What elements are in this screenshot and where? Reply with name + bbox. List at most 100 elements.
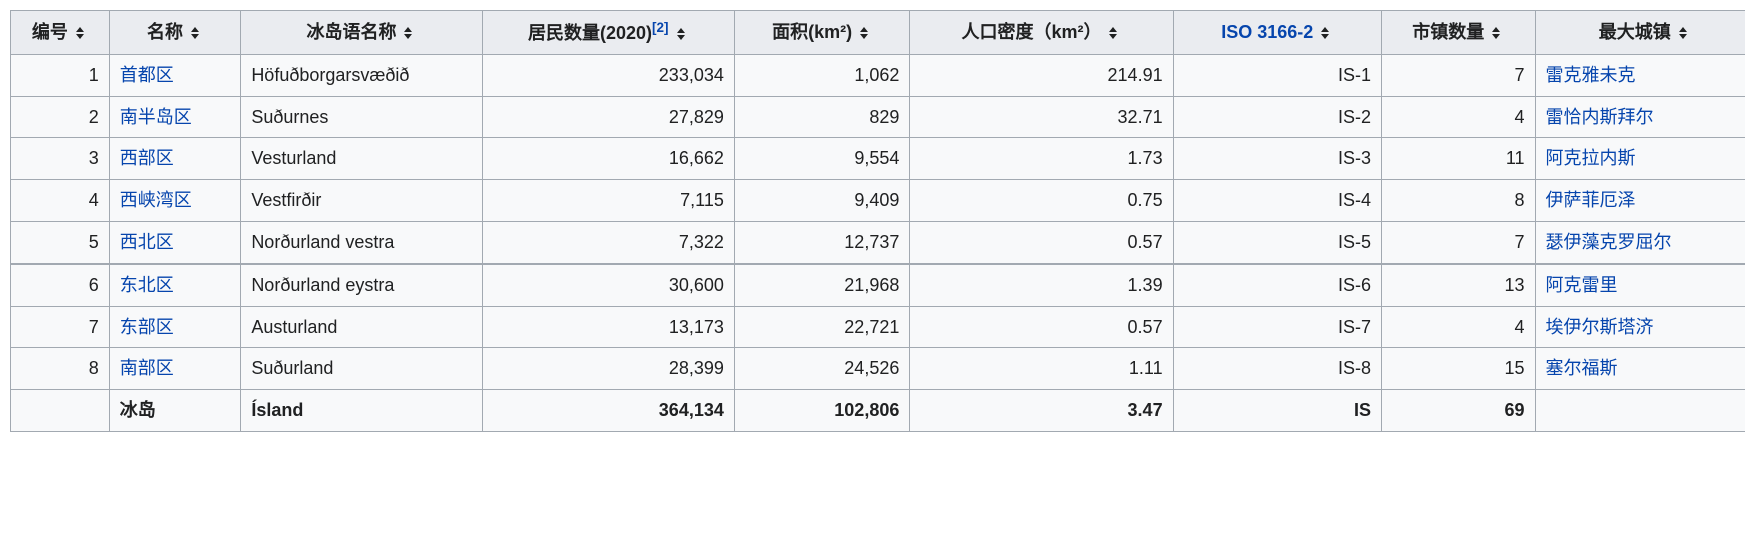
cell-pop: 364,134 (482, 390, 734, 432)
cell-city: 伊萨菲厄泽 (1535, 180, 1745, 222)
cell-density: 3.47 (910, 390, 1173, 432)
cell-muni: 4 (1381, 96, 1535, 138)
cell-area: 829 (734, 96, 909, 138)
sort-icon (675, 26, 689, 42)
cell-city: 塞尔福斯 (1535, 348, 1745, 390)
region-link[interactable]: 南部区 (120, 358, 174, 378)
cell-name: 首都区 (109, 54, 241, 96)
cell-density: 1.11 (910, 348, 1173, 390)
cell-index: 1 (11, 54, 110, 96)
city-link[interactable]: 瑟伊藻克罗屈尔 (1546, 232, 1672, 252)
cell-muni: 69 (1381, 390, 1535, 432)
col-header-label: 面积(km²) (772, 22, 852, 42)
col-header-label: 冰岛语名称 (306, 22, 396, 42)
cell-is-name: Ísland (241, 390, 482, 432)
region-link[interactable]: 西峡湾区 (120, 190, 192, 210)
cell-name: 西峡湾区 (109, 180, 241, 222)
cell-iso: IS-2 (1173, 96, 1381, 138)
cell-is-name: Norðurland eystra (241, 264, 482, 306)
sort-icon (1319, 25, 1333, 41)
cell-name: 东部区 (109, 306, 241, 348)
cell-pop: 7,115 (482, 180, 734, 222)
table-row: 1首都区Höfuðborgarsvæðið233,0341,062214.91I… (11, 54, 1745, 96)
cell-city: 阿克拉内斯 (1535, 138, 1745, 180)
city-link[interactable]: 雷克雅未克 (1546, 65, 1636, 85)
col-header-1[interactable]: 名称 (109, 11, 241, 55)
cell-is-name: Vestfirðir (241, 180, 482, 222)
iso-3166-2-link[interactable]: ISO 3166-2 (1221, 22, 1313, 42)
cell-pop: 7,322 (482, 221, 734, 263)
cell-index: 4 (11, 180, 110, 222)
cell-density: 1.39 (910, 264, 1173, 306)
city-link[interactable]: 伊萨菲厄泽 (1546, 190, 1636, 210)
cell-area: 9,409 (734, 180, 909, 222)
city-link[interactable]: 阿克雷里 (1546, 275, 1618, 295)
table-row: 8南部区Suðurland28,39924,5261.11IS-815塞尔福斯 (11, 348, 1745, 390)
region-link[interactable]: 南半岛区 (120, 107, 192, 127)
cell-city: 阿克雷里 (1535, 264, 1745, 306)
header-row: 编号 名称 冰岛语名称 居民数量(2020)[2] 面积(km²) 人口密度（km²） IS… (11, 11, 1745, 55)
cell-pop: 233,034 (482, 54, 734, 96)
cell-density: 32.71 (910, 96, 1173, 138)
sort-icon (858, 25, 872, 41)
city-link[interactable]: 阿克拉内斯 (1546, 148, 1636, 168)
region-link[interactable]: 东部区 (120, 317, 174, 337)
cell-muni: 15 (1381, 348, 1535, 390)
sort-icon (1677, 25, 1691, 41)
col-header-4[interactable]: 面积(km²) (734, 11, 909, 55)
cell-city: 埃伊尔斯塔济 (1535, 306, 1745, 348)
table-row: 5西北区Norðurland vestra7,32212,7370.57IS-5… (11, 221, 1745, 263)
col-header-2[interactable]: 冰岛语名称 (241, 11, 482, 55)
region-link[interactable]: 东北区 (120, 275, 174, 295)
city-link[interactable]: 雷恰内斯拜尔 (1546, 107, 1654, 127)
cell-name: 西部区 (109, 138, 241, 180)
cell-iso: IS-1 (1173, 54, 1381, 96)
cell-pop: 16,662 (482, 138, 734, 180)
col-header-5[interactable]: 人口密度（km²） (910, 11, 1173, 55)
cell-index: 3 (11, 138, 110, 180)
cell-pop: 30,600 (482, 264, 734, 306)
cell-name: 南半岛区 (109, 96, 241, 138)
cell-iso: IS-8 (1173, 348, 1381, 390)
table-row: 7东部区Austurland13,17322,7210.57IS-74埃伊尔斯塔… (11, 306, 1745, 348)
cell-muni: 7 (1381, 221, 1535, 263)
cell-density: 0.57 (910, 306, 1173, 348)
cell-iso: IS-5 (1173, 221, 1381, 263)
cell-muni: 13 (1381, 264, 1535, 306)
sort-icon (1107, 25, 1121, 41)
city-link[interactable]: 塞尔福斯 (1546, 358, 1618, 378)
cell-city (1535, 390, 1745, 432)
cell-name: 东北区 (109, 264, 241, 306)
region-link[interactable]: 西北区 (120, 232, 174, 252)
city-link[interactable]: 埃伊尔斯塔济 (1546, 317, 1654, 337)
cell-muni: 4 (1381, 306, 1535, 348)
cell-density: 1.73 (910, 138, 1173, 180)
reference-link[interactable]: [2] (652, 20, 669, 35)
col-header-3[interactable]: 居民数量(2020)[2] (482, 11, 734, 55)
cell-is-name: Suðurland (241, 348, 482, 390)
col-header-8[interactable]: 最大城镇 (1535, 11, 1745, 55)
table-row: 6东北区Norðurland eystra30,60021,9681.39IS-… (11, 264, 1745, 306)
table-row: 4西峡湾区Vestfirðir7,1159,4090.75IS-48伊萨菲厄泽 (11, 180, 1745, 222)
sort-icon (189, 25, 203, 41)
cell-city: 雷恰内斯拜尔 (1535, 96, 1745, 138)
region-link[interactable]: 首都区 (120, 65, 174, 85)
region-link[interactable]: 西部区 (120, 148, 174, 168)
totals-row: 冰岛Ísland364,134102,8063.47IS69 (11, 390, 1745, 432)
cell-iso: IS-7 (1173, 306, 1381, 348)
cell-iso: IS-3 (1173, 138, 1381, 180)
col-header-7[interactable]: 市镇数量 (1381, 11, 1535, 55)
cell-area: 21,968 (734, 264, 909, 306)
regions-table: 编号名称冰岛语名称居民数量(2020)[2]面积(km²)人口密度（km²）IS… (10, 10, 1745, 432)
cell-iso: IS-4 (1173, 180, 1381, 222)
col-header-6[interactable]: ISO 3166-2 (1173, 11, 1381, 55)
col-header-0[interactable]: 编号 (11, 11, 110, 55)
cell-is-name: Austurland (241, 306, 482, 348)
cell-iso: IS (1173, 390, 1381, 432)
col-header-label: 居民数量(2020) (528, 23, 652, 43)
col-header-label: 名称 (147, 22, 183, 42)
cell-muni: 11 (1381, 138, 1535, 180)
cell-index (11, 390, 110, 432)
table-row: 3西部区Vesturland16,6629,5541.73IS-311阿克拉内斯 (11, 138, 1745, 180)
cell-density: 214.91 (910, 54, 1173, 96)
